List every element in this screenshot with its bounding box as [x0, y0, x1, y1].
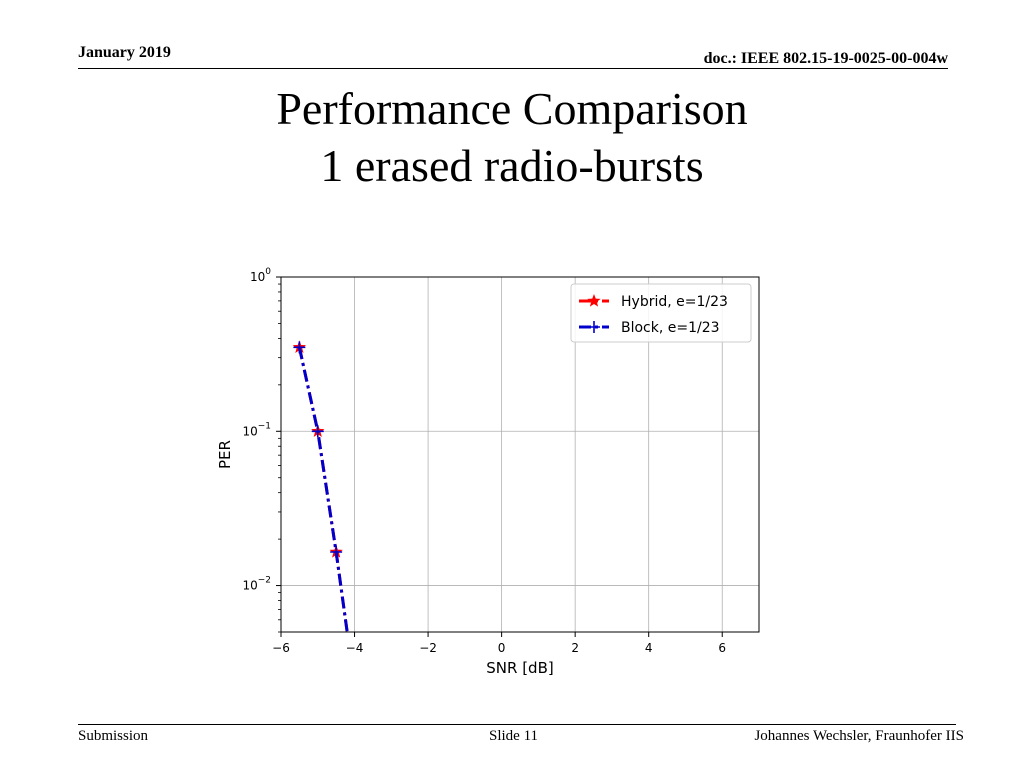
- footer-submission: Submission: [78, 728, 149, 744]
- series-2-point: [311, 425, 324, 438]
- y-tick-label: 10−1: [242, 421, 271, 438]
- y-tick-label: 10−2: [242, 576, 271, 593]
- x-axis-label: SNR [dB]: [486, 659, 553, 677]
- footer-rule: [78, 724, 956, 725]
- legend-label-2: Block, e=1/23: [621, 320, 720, 336]
- header-date: January 2019: [78, 44, 171, 61]
- x-tick-label: −2: [419, 641, 437, 655]
- chart-legend: Hybrid, e=1/23 Block, e=1/23: [570, 283, 752, 343]
- legend-label-1: Hybrid, e=1/23: [621, 294, 728, 310]
- footer-author: Johannes Wechsler, Fraunhofer IIS: [754, 728, 964, 744]
- y-axis-label: PER: [216, 440, 234, 469]
- chart-ticks: −6 −4 −2 0 2 4 6 100 10−1 10−2: [242, 267, 726, 655]
- x-tick-label: −6: [272, 641, 290, 655]
- series-2-point: [293, 341, 306, 354]
- legend-marker-2: [588, 321, 600, 333]
- legend-box: [570, 283, 752, 343]
- header-rule: [78, 68, 948, 69]
- header-doc-id: doc.: IEEE 802.15-19-0025-00-004w: [703, 50, 948, 67]
- slide-title: Performance Comparison 1 erased radio-bu…: [0, 80, 1024, 194]
- y-tick-label: 100: [250, 267, 271, 284]
- x-tick-label: 2: [571, 641, 579, 655]
- chart-series: [292, 340, 349, 632]
- slide-title-line-2: 1 erased radio-bursts: [320, 140, 704, 191]
- legend-marker-1: [587, 294, 601, 307]
- series-line-2: [297, 347, 349, 632]
- slide-title-line-1: Performance Comparison: [276, 83, 748, 134]
- series-2-point: [330, 546, 343, 559]
- x-tick-label: 4: [645, 641, 653, 655]
- series-line-1: [297, 347, 349, 632]
- footer-slide-number: Slide 11: [489, 728, 539, 744]
- per-chart: −6 −4 −2 0 2 4 6 100 10−1 10−2 SNR [dB] PER Hybri…: [216, 267, 760, 677]
- x-tick-label: 0: [498, 641, 506, 655]
- x-tick-label: −4: [346, 641, 364, 655]
- chart-frame: [280, 276, 760, 633]
- x-tick-label: 6: [718, 641, 726, 655]
